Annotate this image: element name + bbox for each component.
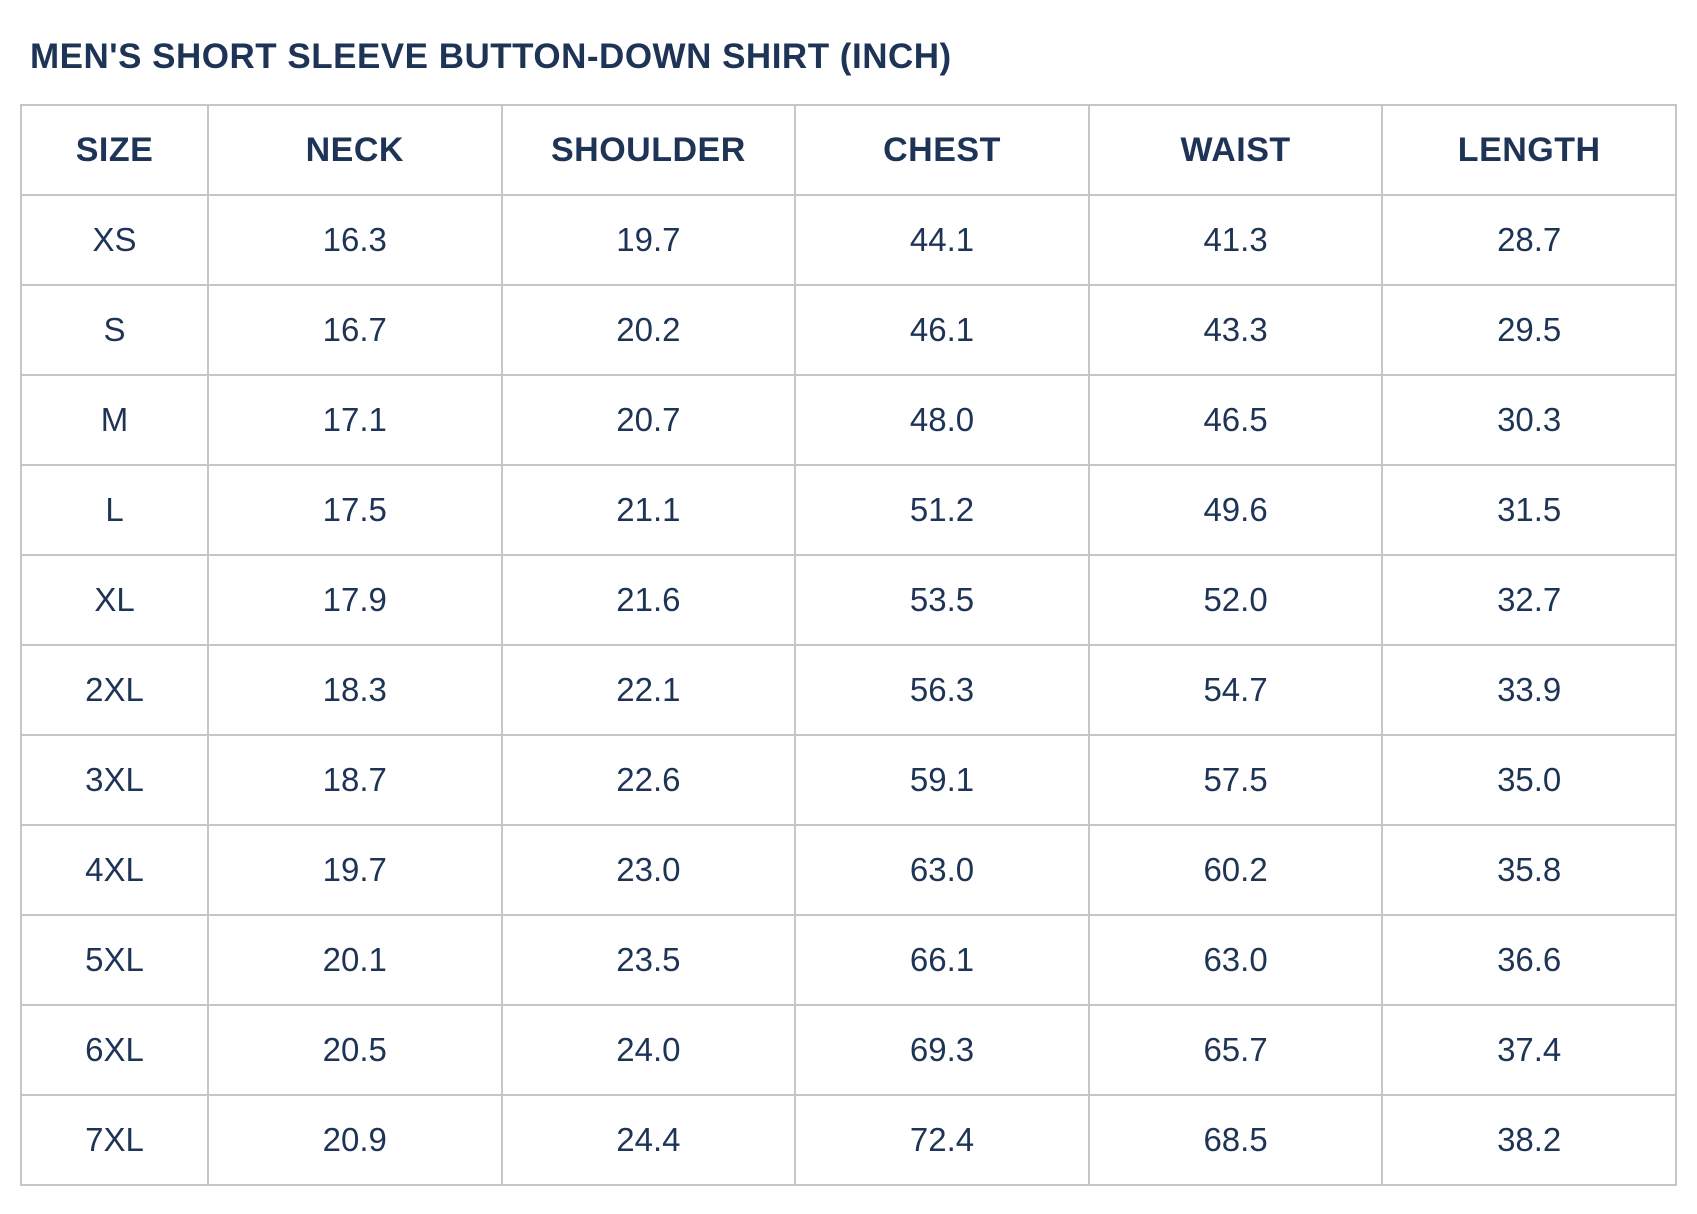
measurement-value-cell: 24.0 xyxy=(500,1004,797,1096)
table-row: 7XL 20.9 24.4 72.4 68.5 38.2 xyxy=(20,1094,1677,1186)
measurement-value-cell: 36.6 xyxy=(1381,914,1677,1006)
measurement-value-cell: 20.5 xyxy=(207,1004,503,1096)
table-row: L 17.5 21.1 51.2 49.6 31.5 xyxy=(20,464,1677,556)
measurement-value-cell: 20.9 xyxy=(207,1094,503,1186)
measurement-value-cell: 17.1 xyxy=(207,374,503,466)
table-row: M 17.1 20.7 48.0 46.5 30.3 xyxy=(20,374,1677,466)
size-label-cell: L xyxy=(20,464,209,556)
table-row: XL 17.9 21.6 53.5 52.0 32.7 xyxy=(20,554,1677,646)
measurement-value-cell: 66.1 xyxy=(794,914,1090,1006)
measurement-value-cell: 35.8 xyxy=(1381,824,1677,916)
column-header-length: LENGTH xyxy=(1381,104,1677,196)
measurement-value-cell: 65.7 xyxy=(1087,1004,1384,1096)
measurement-value-cell: 60.2 xyxy=(1087,824,1384,916)
size-label-cell: 3XL xyxy=(20,734,209,826)
measurement-value-cell: 23.5 xyxy=(500,914,797,1006)
measurement-value-cell: 19.7 xyxy=(500,194,797,286)
measurement-value-cell: 63.0 xyxy=(794,824,1090,916)
measurement-value-cell: 68.5 xyxy=(1087,1094,1384,1186)
measurement-value-cell: 53.5 xyxy=(794,554,1090,646)
measurement-value-cell: 18.3 xyxy=(207,644,503,736)
measurement-value-cell: 30.3 xyxy=(1381,374,1677,466)
table-row: 5XL 20.1 23.5 66.1 63.0 36.6 xyxy=(20,914,1677,1006)
measurement-value-cell: 57.5 xyxy=(1087,734,1384,826)
measurement-value-cell: 48.0 xyxy=(794,374,1090,466)
size-label-cell: S xyxy=(20,284,209,376)
page-title: MEN'S SHORT SLEEVE BUTTON-DOWN SHIRT (IN… xyxy=(30,37,952,76)
size-label-cell: 4XL xyxy=(20,824,209,916)
measurement-value-cell: 46.5 xyxy=(1087,374,1384,466)
measurement-value-cell: 21.6 xyxy=(500,554,797,646)
measurement-value-cell: 20.7 xyxy=(500,374,797,466)
measurement-value-cell: 21.1 xyxy=(500,464,797,556)
measurement-value-cell: 29.5 xyxy=(1381,284,1677,376)
measurement-value-cell: 33.9 xyxy=(1381,644,1677,736)
table-row: 4XL 19.7 23.0 63.0 60.2 35.8 xyxy=(20,824,1677,916)
column-header-chest: CHEST xyxy=(794,104,1090,196)
measurement-value-cell: 69.3 xyxy=(794,1004,1090,1096)
measurement-value-cell: 72.4 xyxy=(794,1094,1090,1186)
column-header-size: SIZE xyxy=(20,104,209,196)
measurement-value-cell: 16.7 xyxy=(207,284,503,376)
measurement-value-cell: 51.2 xyxy=(794,464,1090,556)
table-body: XS 16.3 19.7 44.1 41.3 28.7 S 16.7 20.2 46.1 43.3 2… xyxy=(20,194,1677,1186)
measurement-value-cell: 46.1 xyxy=(794,284,1090,376)
table-header-row: SIZE NECK SHOULDER CHEST WAIST LENGTH xyxy=(20,104,1677,196)
measurement-value-cell: 24.4 xyxy=(500,1094,797,1186)
size-label-cell: 6XL xyxy=(20,1004,209,1096)
column-header-neck: NECK xyxy=(207,104,503,196)
measurement-value-cell: 56.3 xyxy=(794,644,1090,736)
size-label-cell: 5XL xyxy=(20,914,209,1006)
measurement-value-cell: 59.1 xyxy=(794,734,1090,826)
table-row: 6XL 20.5 24.0 69.3 65.7 37.4 xyxy=(20,1004,1677,1096)
measurement-value-cell: 23.0 xyxy=(500,824,797,916)
table-head: SIZE NECK SHOULDER CHEST WAIST LENGTH xyxy=(20,104,1677,196)
measurement-value-cell: 44.1 xyxy=(794,194,1090,286)
measurement-value-cell: 32.7 xyxy=(1381,554,1677,646)
measurement-value-cell: 17.9 xyxy=(207,554,503,646)
measurement-value-cell: 31.5 xyxy=(1381,464,1677,556)
size-label-cell: M xyxy=(20,374,209,466)
measurement-value-cell: 22.6 xyxy=(500,734,797,826)
column-header-waist: WAIST xyxy=(1087,104,1384,196)
measurement-value-cell: 22.1 xyxy=(500,644,797,736)
size-label-cell: XS xyxy=(20,194,209,286)
measurement-value-cell: 49.6 xyxy=(1087,464,1384,556)
table-row: S 16.7 20.2 46.1 43.3 29.5 xyxy=(20,284,1677,376)
measurement-value-cell: 52.0 xyxy=(1087,554,1384,646)
measurement-value-cell: 35.0 xyxy=(1381,734,1677,826)
table-row: 2XL 18.3 22.1 56.3 54.7 33.9 xyxy=(20,644,1677,736)
measurement-value-cell: 41.3 xyxy=(1087,194,1384,286)
measurement-value-cell: 38.2 xyxy=(1381,1094,1677,1186)
table-row: 3XL 18.7 22.6 59.1 57.5 35.0 xyxy=(20,734,1677,826)
column-header-shoulder: SHOULDER xyxy=(500,104,797,196)
measurement-value-cell: 28.7 xyxy=(1381,194,1677,286)
size-label-cell: 7XL xyxy=(20,1094,209,1186)
measurement-value-cell: 18.7 xyxy=(207,734,503,826)
measurement-value-cell: 17.5 xyxy=(207,464,503,556)
size-label-cell: XL xyxy=(20,554,209,646)
measurement-value-cell: 54.7 xyxy=(1087,644,1384,736)
measurement-value-cell: 37.4 xyxy=(1381,1004,1677,1096)
measurement-value-cell: 19.7 xyxy=(207,824,503,916)
size-label-cell: 2XL xyxy=(20,644,209,736)
table-row: XS 16.3 19.7 44.1 41.3 28.7 xyxy=(20,194,1677,286)
measurement-value-cell: 20.2 xyxy=(500,284,797,376)
size-chart-table: SIZE NECK SHOULDER CHEST WAIST LENGTH XS 16.3 1… xyxy=(20,104,1677,1186)
measurement-value-cell: 16.3 xyxy=(207,194,503,286)
measurement-value-cell: 20.1 xyxy=(207,914,503,1006)
measurement-value-cell: 63.0 xyxy=(1087,914,1384,1006)
measurement-value-cell: 43.3 xyxy=(1087,284,1384,376)
